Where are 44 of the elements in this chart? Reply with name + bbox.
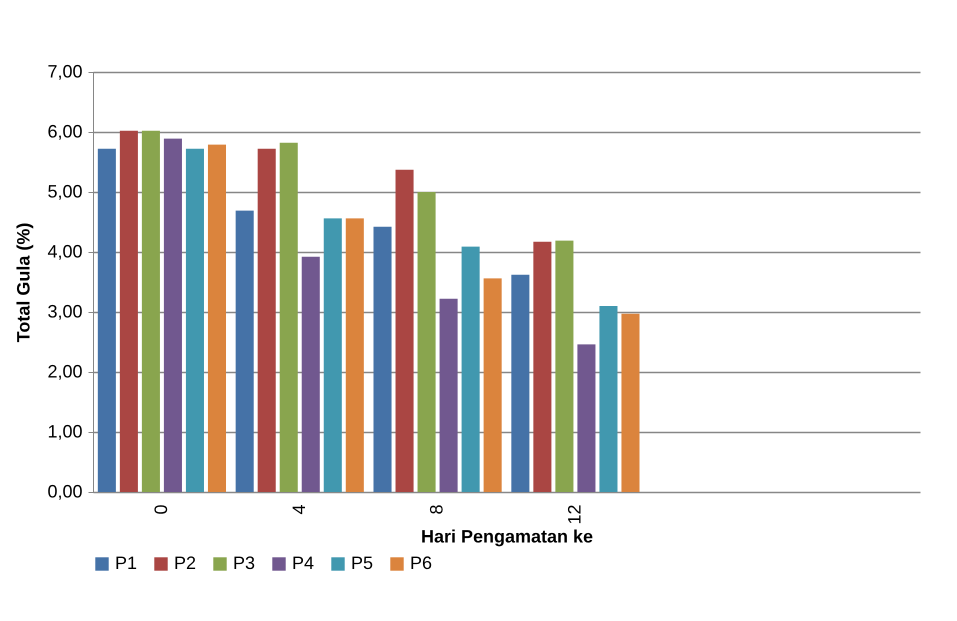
x-axis-title: Hari Pengamatan ke	[420, 526, 594, 547]
y-tick-label: 4,00	[47, 242, 82, 262]
bar	[280, 142, 298, 492]
y-tick-label: 7,00	[47, 62, 82, 82]
bar	[164, 138, 182, 492]
legend-label: P6	[410, 553, 432, 573]
bar	[258, 148, 276, 492]
bar	[120, 130, 138, 492]
y-tick-label: 5,00	[47, 182, 82, 202]
legend-label: P5	[351, 553, 374, 573]
bar	[208, 144, 226, 492]
y-tick-label: 6,00	[47, 122, 82, 142]
bar	[302, 256, 320, 492]
bar	[373, 226, 392, 492]
bar	[324, 218, 342, 492]
x-tick-label: 0	[150, 504, 171, 515]
legend-label: P4	[292, 553, 314, 573]
legend-label: P3	[233, 553, 256, 573]
y-axis-title: Total Gula (%)	[13, 222, 34, 342]
legend-label: P2	[174, 553, 196, 573]
bar	[511, 274, 530, 492]
bar	[418, 192, 436, 492]
bar	[533, 242, 552, 492]
legend-label: P1	[115, 553, 138, 573]
bar	[396, 170, 414, 492]
bar	[621, 314, 640, 492]
x-tick-label: 4	[288, 504, 309, 515]
bar	[186, 148, 204, 492]
bar	[98, 148, 116, 492]
bar	[462, 246, 480, 492]
bar	[236, 210, 254, 492]
bar	[555, 240, 574, 492]
x-tick-label: 8	[426, 504, 447, 515]
y-tick-label: 3,00	[47, 302, 82, 322]
bar	[599, 306, 618, 492]
y-tick-label: 0,00	[47, 482, 82, 502]
x-tick-label: 12	[564, 504, 584, 525]
bar	[142, 130, 160, 492]
bar	[440, 298, 458, 492]
y-tick-label: 2,00	[47, 362, 82, 382]
bar	[577, 344, 596, 492]
y-tick-label: 1,00	[47, 422, 82, 442]
bar	[346, 218, 364, 492]
bar	[484, 278, 502, 492]
